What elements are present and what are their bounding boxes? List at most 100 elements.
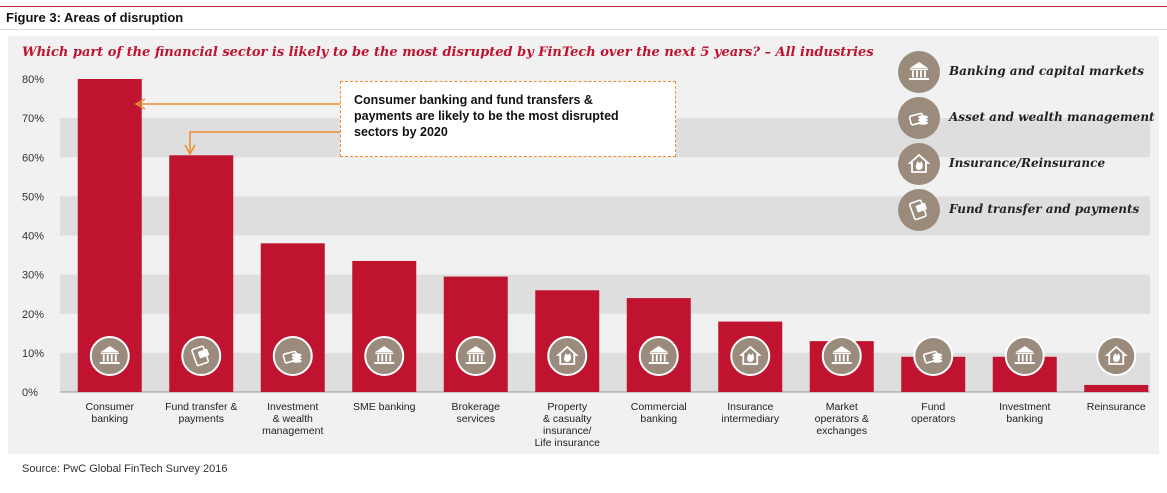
chart-question: Which part of the financial sector is li… <box>22 45 874 60</box>
x-tick-label: services <box>456 413 495 425</box>
grid-band <box>60 352 1150 392</box>
y-tick-label: 50% <box>22 191 44 203</box>
bank-beam <box>832 352 851 355</box>
source-note: Source: PwC Global FinTech Survey 2016 <box>22 463 228 475</box>
x-tick-label: Market <box>826 401 858 413</box>
icon-badge <box>89 336 130 376</box>
icon-badge <box>638 336 679 376</box>
bank-beam <box>375 352 394 355</box>
icon-badge <box>1004 336 1045 376</box>
x-tick-label: exchanges <box>816 425 867 437</box>
bank-column <box>1021 354 1024 362</box>
bank-beam <box>100 352 119 355</box>
bank-beam <box>466 352 485 355</box>
bank-roof <box>1015 346 1034 352</box>
x-tick-label: Consumer <box>86 401 135 413</box>
legend-label: Banking and capital markets <box>949 64 1145 78</box>
x-tick-label: Brokerage <box>452 401 501 413</box>
icon-badge <box>455 336 496 376</box>
bank-column <box>106 354 109 362</box>
x-tick-label: Property <box>547 401 587 413</box>
bank-column <box>468 354 471 362</box>
bank-column <box>912 70 914 78</box>
y-tick-label: 10% <box>22 348 44 360</box>
arrow-head <box>134 98 146 110</box>
bank-column <box>920 70 922 78</box>
bank-column <box>377 354 380 362</box>
bank-column <box>1029 354 1032 362</box>
y-tick-label: 30% <box>22 270 44 282</box>
house-outline <box>555 345 579 365</box>
bank-column <box>924 70 926 78</box>
bank-column <box>389 354 392 362</box>
x-tick-label: intermediary <box>721 413 780 425</box>
coin-shape <box>918 118 928 122</box>
house-outline <box>1104 345 1128 365</box>
coin-shape <box>918 121 928 125</box>
coin-shape <box>291 359 302 363</box>
house-outline <box>738 345 762 365</box>
bank-base <box>648 362 669 364</box>
coins-icon <box>898 97 940 139</box>
bank-roof <box>649 346 668 352</box>
bar <box>1084 384 1149 392</box>
bank-column <box>834 354 837 362</box>
y-tick-label: 0% <box>22 387 38 399</box>
x-tick-label: Insurance <box>727 401 773 413</box>
bank-base <box>374 362 395 364</box>
icon-badge <box>821 336 862 376</box>
flame-shape <box>1113 353 1120 362</box>
x-tick-label: banking <box>91 413 128 425</box>
flame-shape <box>564 353 571 362</box>
top-rule <box>0 6 1167 7</box>
bank-icon <box>1004 336 1045 376</box>
house-fire-icon <box>730 336 771 376</box>
bank-roof <box>375 346 394 352</box>
coins-icon <box>272 336 313 376</box>
legend-item: Asset and wealth management <box>898 97 1158 139</box>
coin-shape <box>932 359 943 363</box>
y-tick-label: 80% <box>22 74 44 86</box>
x-tick-label: banking <box>1006 413 1043 425</box>
x-tick-label: insurance/ <box>543 425 592 437</box>
bank-column <box>651 354 654 362</box>
bank-roof <box>910 62 928 68</box>
figure-title: Figure 3: Areas of disruption <box>6 10 184 25</box>
x-tick-label: Reinsurance <box>1087 401 1146 413</box>
legend-item: Insurance/Reinsurance <box>898 143 1158 185</box>
bank-column <box>659 354 662 362</box>
bank-icon <box>89 336 130 376</box>
house-fire-icon <box>547 336 588 376</box>
bank-column <box>655 354 658 362</box>
house-fire-icon <box>1096 336 1137 376</box>
bank-column <box>102 354 105 362</box>
flame-shape <box>915 161 923 170</box>
bank-column <box>1017 354 1020 362</box>
coin-shape <box>918 115 928 119</box>
bank-icon <box>364 336 405 376</box>
callout-arrow <box>189 131 340 152</box>
y-tick-label: 60% <box>22 152 44 164</box>
title-rule <box>0 29 1167 30</box>
legend-label: Asset and wealth management <box>949 110 1155 124</box>
x-tick-label: Life insurance <box>535 437 601 449</box>
coin-shape <box>932 353 943 357</box>
bank-column <box>838 354 841 362</box>
bank-column <box>110 354 113 362</box>
y-tick-label: 20% <box>22 309 44 321</box>
bank-column <box>476 354 479 362</box>
card-payment-icon <box>181 336 222 376</box>
coins-icon <box>913 336 954 376</box>
legend-label: Fund transfer and payments <box>949 202 1140 216</box>
y-tick-label: 70% <box>22 113 44 125</box>
x-tick-label: management <box>262 425 323 437</box>
bank-column <box>1025 354 1028 362</box>
x-tick-label: banking <box>640 413 677 425</box>
bank-icon <box>638 336 679 376</box>
bank-column <box>385 354 388 362</box>
bank-beam <box>910 68 928 71</box>
bank-beam <box>649 352 668 355</box>
bank-icon <box>821 336 862 376</box>
callout-box: Consumer banking and fund transfers & pa… <box>340 81 676 157</box>
house-fire-icon <box>898 143 940 185</box>
